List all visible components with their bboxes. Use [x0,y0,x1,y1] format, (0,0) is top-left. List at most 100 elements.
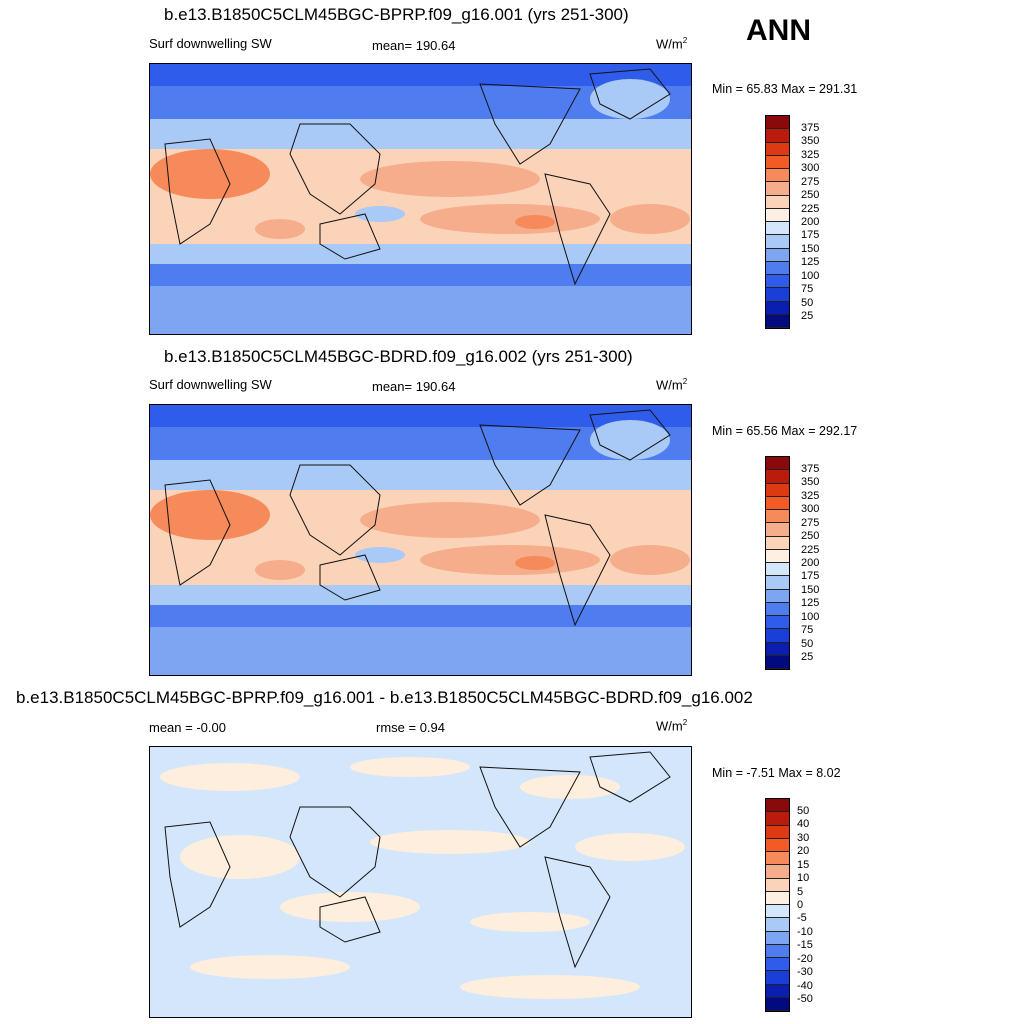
colorbar-swatch [766,838,789,852]
colorbar-swatch [766,958,789,972]
colorbar-swatch [766,878,789,892]
colorbar-label: 250 [801,530,820,542]
colorbar-label: 300 [801,162,820,174]
colorbar-swatch [766,275,789,289]
panel-3-map [149,746,692,1018]
colorbar-swatch [766,655,789,669]
colorbar-swatch [766,629,789,643]
panel-1-map [149,63,692,335]
colorbar-label: 50 [797,805,810,817]
panel-3-rmse-label: rmse = 0.94 [376,720,446,735]
panel-2-map-field [150,405,691,675]
colorbar-swatch [766,642,789,656]
colorbar-label: 275 [801,517,820,529]
colorbar-label: -20 [797,953,813,965]
colorbar-swatch [766,510,789,524]
colorbar-swatch [766,799,789,813]
colorbar-swatch [766,563,789,577]
colorbar-swatch [766,182,789,196]
colorbar-label: 350 [801,476,820,488]
panel-2-variable-label: Surf downwelling SW [149,377,272,392]
colorbar-label: -10 [797,926,813,938]
colorbar-label: 200 [801,557,820,569]
panel-1-variable-label: Surf downwelling SW [149,36,272,51]
colorbar-label: 10 [797,872,810,884]
panel-2-colorbar [765,456,790,670]
panel-2-title: b.e13.B1850C5CLM45BGC-BDRD.f09_g16.002 (… [164,347,633,366]
colorbar-label: 150 [801,243,820,255]
colorbar-swatch [766,812,789,826]
colorbar-label: 250 [801,189,820,201]
colorbar-swatch [766,931,789,945]
colorbar-swatch [766,865,789,879]
colorbar-label: 325 [801,490,820,502]
panel-3-map-field [150,747,691,1017]
colorbar-label: 125 [801,256,820,268]
colorbar-swatch [766,918,789,932]
colorbar-label: 225 [801,544,820,556]
colorbar-label: 25 [801,651,814,663]
colorbar-label: -5 [797,912,807,924]
panel-3-colorbar [765,798,790,1012]
colorbar-label: -40 [797,980,813,992]
colorbar-swatch [766,222,789,236]
colorbar-label: 100 [801,270,820,282]
colorbar-swatch [766,483,789,497]
panel-1-title: b.e13.B1850C5CLM45BGC-BPRP.f09_g16.001 (… [164,5,629,24]
colorbar-label: 375 [801,463,820,475]
colorbar-swatch [766,142,789,156]
colorbar-label: 175 [801,570,820,582]
panel-1-mean-label: mean= 190.64 [372,38,456,53]
colorbar-label: 15 [797,859,810,871]
panel-1-colorbar-labels: 375 350 325 300 275 250 225 200 175 150 … [801,115,831,329]
panel-3-title: b.e13.B1850C5CLM45BGC-BPRP.f09_g16.001 -… [16,688,753,707]
colorbar-label: 325 [801,149,820,161]
colorbar-label: 100 [801,611,820,623]
colorbar-swatch [766,971,789,985]
colorbar-swatch [766,235,789,249]
panel-3-minmax: Min = -7.51 Max = 8.02 [712,766,841,780]
colorbar-swatch [766,169,789,183]
panel-2-units: W/m2 [656,377,688,393]
colorbar-swatch [766,301,789,315]
colorbar-label: 5 [797,886,804,898]
colorbar-swatch [766,195,789,209]
colorbar-label: 0 [797,899,804,911]
colorbar-label: 75 [801,624,814,636]
colorbar-swatch [766,457,789,471]
colorbar-label: 175 [801,229,820,241]
colorbar-swatch [766,116,789,130]
panel-1-colorbar [765,115,790,329]
colorbar-label: 375 [801,122,820,134]
colorbar-swatch [766,314,789,328]
colorbar-swatch [766,549,789,563]
colorbar-swatch [766,248,789,262]
panel-3-units: W/m2 [656,718,688,734]
colorbar-label: 300 [801,503,820,515]
panel-2-minmax: Min = 65.56 Max = 292.17 [712,424,858,438]
colorbar-swatch [766,523,789,537]
colorbar-label: -30 [797,966,813,978]
colorbar-swatch [766,984,789,998]
colorbar-label: 350 [801,135,820,147]
colorbar-label: 125 [801,597,820,609]
colorbar-swatch [766,825,789,839]
panel-1-map-field [150,64,691,334]
colorbar-label: 50 [801,297,814,309]
colorbar-swatch [766,852,789,866]
panel-3-mean-label: mean = -0.00 [149,720,226,735]
colorbar-swatch [766,288,789,302]
panel-1-units: W/m2 [656,36,688,52]
colorbar-swatch [766,905,789,919]
colorbar-swatch [766,155,789,169]
colorbar-swatch [766,496,789,510]
colorbar-swatch [766,470,789,484]
colorbar-swatch [766,536,789,550]
colorbar-label: 150 [801,584,820,596]
colorbar-label: 25 [801,310,814,322]
season-label: ANN [746,14,811,47]
colorbar-swatch [766,616,789,630]
colorbar-swatch [766,997,789,1011]
colorbar-swatch [766,576,789,590]
colorbar-label: 30 [797,832,810,844]
